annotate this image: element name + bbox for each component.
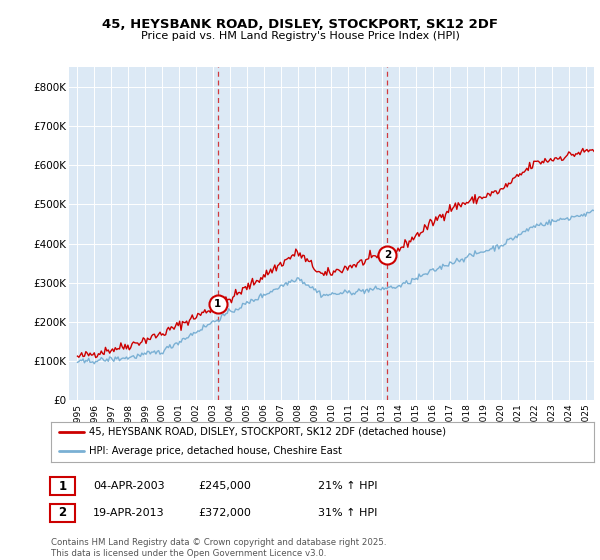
Text: 45, HEYSBANK ROAD, DISLEY, STOCKPORT, SK12 2DF: 45, HEYSBANK ROAD, DISLEY, STOCKPORT, SK… [102,18,498,31]
Text: 2: 2 [58,506,67,520]
Text: 2: 2 [384,250,391,260]
Text: £372,000: £372,000 [198,508,251,518]
Text: HPI: Average price, detached house, Cheshire East: HPI: Average price, detached house, Ches… [89,446,342,456]
Text: 21% ↑ HPI: 21% ↑ HPI [318,481,377,491]
Text: 31% ↑ HPI: 31% ↑ HPI [318,508,377,518]
Text: 19-APR-2013: 19-APR-2013 [93,508,164,518]
Text: 45, HEYSBANK ROAD, DISLEY, STOCKPORT, SK12 2DF (detached house): 45, HEYSBANK ROAD, DISLEY, STOCKPORT, SK… [89,427,446,437]
Text: 1: 1 [214,300,221,309]
Text: Contains HM Land Registry data © Crown copyright and database right 2025.
This d: Contains HM Land Registry data © Crown c… [51,538,386,558]
Text: Price paid vs. HM Land Registry's House Price Index (HPI): Price paid vs. HM Land Registry's House … [140,31,460,41]
Text: £245,000: £245,000 [198,481,251,491]
Text: 1: 1 [58,479,67,493]
Text: 04-APR-2003: 04-APR-2003 [93,481,164,491]
